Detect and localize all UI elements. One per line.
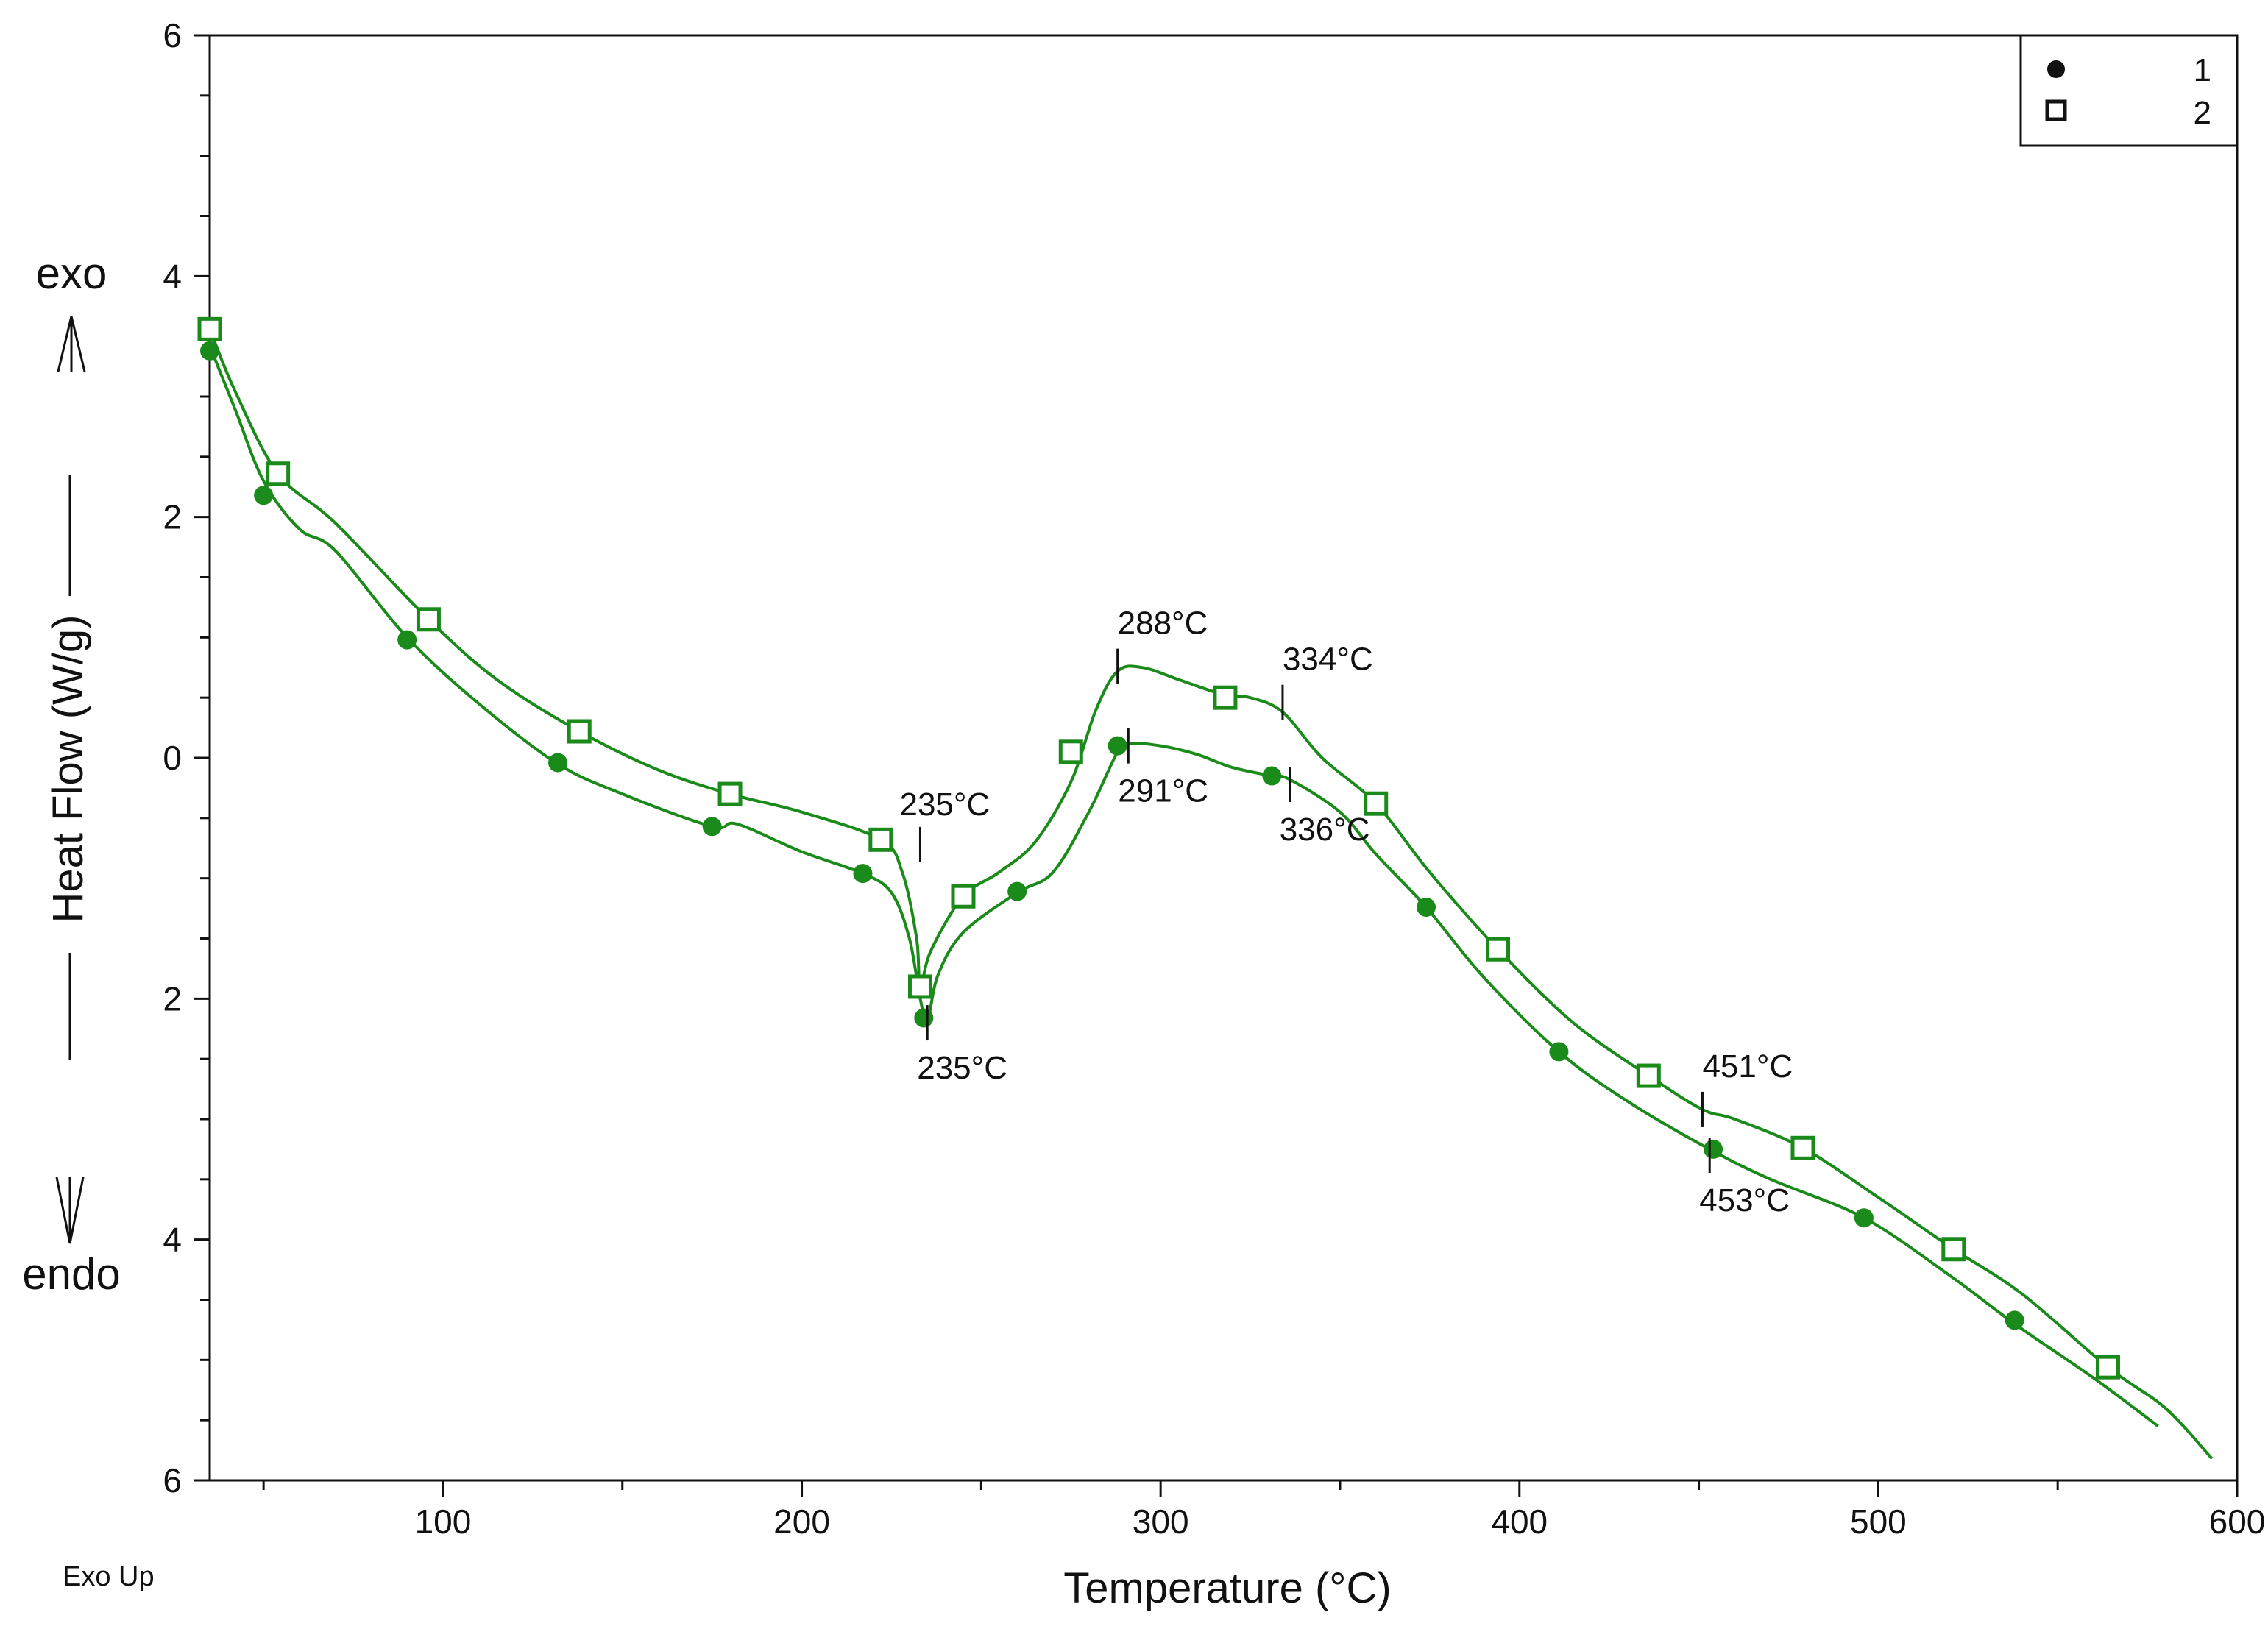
y-tick-label: 4 [163, 257, 182, 295]
data-point-circle [853, 864, 873, 884]
data-point-square [717, 781, 743, 806]
annotation-label: 235°C [899, 787, 990, 823]
y-tick-label: 6 [163, 1461, 182, 1500]
annotation-label: 336°C [1280, 812, 1370, 848]
data-point-circle [200, 341, 219, 361]
annotation-label: 334°C [1283, 642, 1373, 678]
data-point-square [266, 461, 291, 486]
data-point-circle [1007, 881, 1027, 901]
data-point-square [868, 827, 893, 852]
annotation-label: 288°C [1118, 606, 1208, 642]
x-tick-label: 600 [2209, 1502, 2266, 1541]
data-point-circle [397, 630, 417, 650]
data-point-circle [254, 486, 274, 505]
annotation-label: 453°C [1699, 1182, 1790, 1218]
data-point-square [907, 974, 932, 999]
legend-marker-filled-circle-icon [2047, 60, 2065, 78]
legend-box [2019, 34, 2239, 147]
data-point-square [1790, 1135, 1815, 1160]
y-tick-label: 2 [163, 979, 182, 1018]
data-point-circle [702, 817, 722, 837]
data-point-circle [914, 1008, 934, 1028]
y-axis-title: Heat Flow (W/g) [44, 615, 92, 923]
y-tick-label: 2 [163, 498, 182, 536]
x-axis-title: Temperature (°C) [1063, 1564, 1391, 1612]
legend-label-series-1: 1 [2194, 52, 2211, 88]
data-point-square [1941, 1237, 1966, 1262]
x-tick-label: 500 [1850, 1502, 1907, 1541]
annotation-label: 235°C [917, 1050, 1007, 1086]
data-point-square [1636, 1063, 1661, 1088]
annotation-label: 291°C [1118, 773, 1208, 809]
data-point-circle [1108, 736, 1127, 756]
y-tick-label: 0 [163, 739, 182, 777]
data-point-square [1486, 937, 1511, 962]
exo-arrow-icon [57, 316, 86, 372]
data-point-square [1058, 739, 1083, 764]
annotation-layer: 288°C 334°C 291°C 336°C 235°C 235°C 451°C 453°C [899, 606, 1793, 1218]
data-point-square [2095, 1355, 2120, 1380]
series-1-line [208, 345, 2159, 1427]
series-1 [200, 341, 2159, 1427]
data-point-square [1364, 791, 1389, 816]
data-point-circle [1549, 1042, 1569, 1062]
exo-up-note: Exo Up [63, 1561, 155, 1592]
endo-arrow-icon [55, 1176, 85, 1244]
data-point-circle [1854, 1208, 1874, 1228]
data-point-square [951, 884, 976, 909]
legend: 1 2 [2019, 34, 2239, 147]
data-point-circle [1704, 1139, 1723, 1159]
y-axis: 6 4 2 0 2 4 6 [163, 16, 210, 1500]
y-tick-label: 6 [163, 16, 182, 54]
data-point-circle [2005, 1310, 2024, 1330]
data-point-circle [547, 753, 567, 773]
data-point-circle [1262, 766, 1282, 786]
exo-label: exo [36, 249, 107, 298]
data-point-square [416, 607, 441, 632]
x-axis: 100 200 300 400 500 600 [262, 1480, 2266, 1541]
data-point-circle [1417, 897, 1436, 917]
data-point-square [1213, 685, 1238, 710]
x-tick-label: 300 [1133, 1502, 1189, 1541]
series-layer [197, 316, 2214, 1460]
legend-marker-open-square-icon [2045, 99, 2067, 121]
data-point-square [567, 719, 592, 744]
annotation-label: 451°C [1702, 1048, 1793, 1085]
endo-label: endo [22, 1249, 120, 1299]
x-tick-label: 200 [773, 1502, 830, 1541]
data-point-square [197, 316, 222, 341]
y-tick-label: 4 [163, 1221, 182, 1259]
x-tick-label: 400 [1491, 1502, 1548, 1541]
x-tick-label: 100 [415, 1502, 472, 1541]
legend-label-series-2: 2 [2194, 95, 2211, 131]
